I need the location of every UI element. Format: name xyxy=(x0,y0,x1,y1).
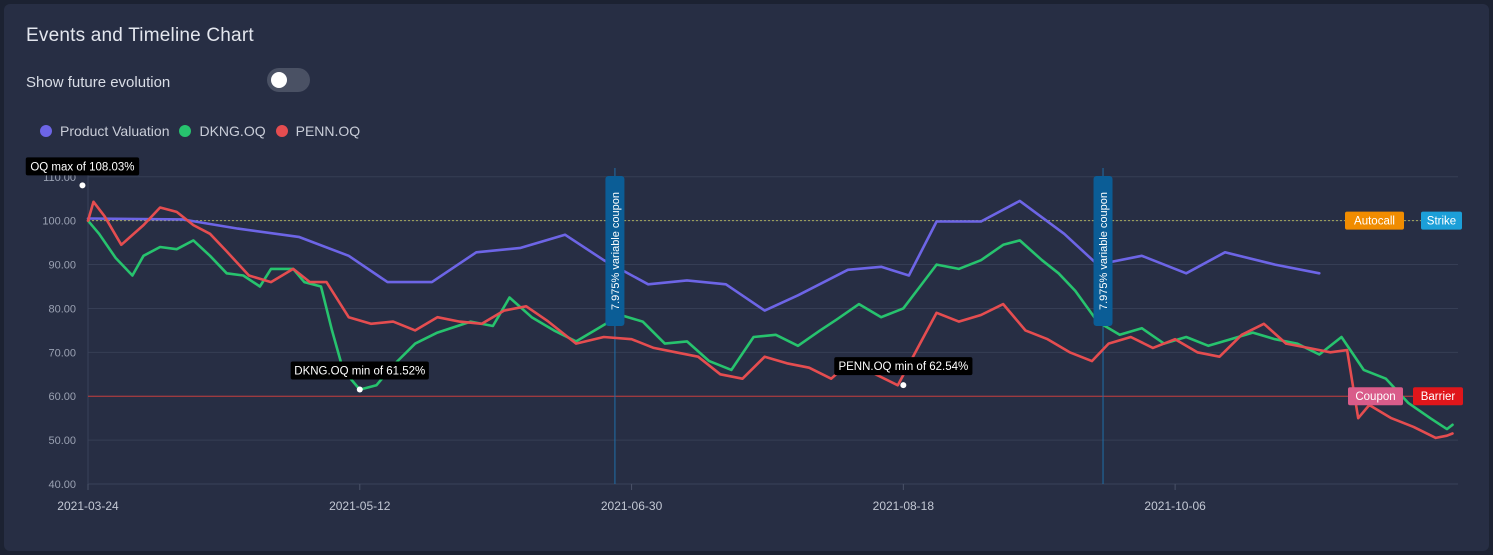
annotation-label-box xyxy=(834,357,973,376)
legend-item-dkng[interactable]: DKNG.OQ xyxy=(179,123,266,139)
reference-tag-box xyxy=(1348,387,1403,406)
reference-tag-coupon: Coupon xyxy=(1348,387,1403,406)
y-tick-label: 70.00 xyxy=(48,347,76,359)
chart-legend: Product Valuation DKNG.OQ PENN.OQ xyxy=(40,123,360,139)
reference-tag-strike: Strike xyxy=(1421,211,1462,230)
future-evolution-label: Show future evolution xyxy=(26,74,171,91)
x-tick-label: 2021-03-24 xyxy=(57,499,119,513)
y-tick-label: 60.00 xyxy=(48,391,76,403)
series-group xyxy=(86,199,1321,312)
reference-tag-box xyxy=(1413,387,1463,406)
series-group xyxy=(86,200,1454,440)
x-tick-label: 2021-06-30 xyxy=(601,499,663,513)
event-label-text: 7.975% variable coupon xyxy=(610,192,622,310)
y-tick-label: 40.00 xyxy=(48,479,76,491)
series-group xyxy=(86,219,1454,431)
annotation-point xyxy=(356,386,363,393)
future-evolution-toggle[interactable] xyxy=(267,68,310,92)
annotation-label-group: PENN.OQ min of 62.54% xyxy=(834,357,973,376)
series-line xyxy=(86,219,1454,431)
x-tick-label: 2021-05-12 xyxy=(329,499,391,513)
reference-tag-label: Strike xyxy=(1427,216,1456,228)
annotation-label-text: DKNG.OQ min of 61.52% xyxy=(294,366,425,378)
legend-dot-penn xyxy=(275,125,288,137)
reference-tag-label: Barrier xyxy=(1421,391,1456,403)
series-line xyxy=(86,199,1321,312)
y-tick-label: 90.00 xyxy=(48,260,76,272)
x-tick-label: 2021-08-18 xyxy=(873,499,935,513)
x-tick-label: 2021-10-06 xyxy=(1144,499,1206,513)
reference-tag-autocall: Autocall xyxy=(1345,211,1404,230)
annotation-label-group: DKNG.OQ min of 61.52% xyxy=(290,361,429,380)
annotation-label-box xyxy=(290,361,429,380)
legend-dot-product-valuation xyxy=(40,125,52,137)
event-label-group: 7.975% variable coupon xyxy=(605,176,625,326)
reference-tag-label: Autocall xyxy=(1354,216,1395,228)
legend-item-product-valuation[interactable]: Product Valuation xyxy=(40,123,169,139)
chart-title: Events and Timeline Chart xyxy=(26,25,254,46)
annotation-point xyxy=(79,182,86,189)
event-label-text: 7.975% variable coupon xyxy=(1098,192,1110,310)
series-line xyxy=(86,200,1454,440)
annotation-label-text: OQ max of 108.03% xyxy=(30,161,134,173)
y-tick-label: 80.00 xyxy=(48,303,76,315)
annotation-label-text: PENN.OQ min of 62.54% xyxy=(838,361,968,373)
annotation-point xyxy=(900,382,907,389)
y-tick-label: 50.00 xyxy=(48,435,76,447)
annotation-label-box xyxy=(25,157,140,176)
reference-tag-barrier: Barrier xyxy=(1413,387,1463,406)
annotation-label-group: OQ max of 108.03% xyxy=(25,157,140,176)
toggle-knob[interactable] xyxy=(271,72,287,88)
y-tick-label: 100.00 xyxy=(42,216,76,228)
event-label-group: 7.975% variable coupon xyxy=(1093,176,1113,326)
legend-item-penn[interactable]: PENN.OQ xyxy=(275,123,361,139)
event-label-box xyxy=(1093,176,1113,326)
legend-dot-dkng xyxy=(179,125,192,137)
legend-label: PENN.OQ xyxy=(295,123,361,139)
reference-tag-box xyxy=(1345,211,1404,230)
event-label-box xyxy=(605,176,625,326)
reference-tag-label: Coupon xyxy=(1355,391,1395,403)
legend-label: DKNG.OQ xyxy=(199,123,266,139)
reference-tag-box xyxy=(1421,211,1462,230)
legend-label: Product Valuation xyxy=(60,123,170,139)
